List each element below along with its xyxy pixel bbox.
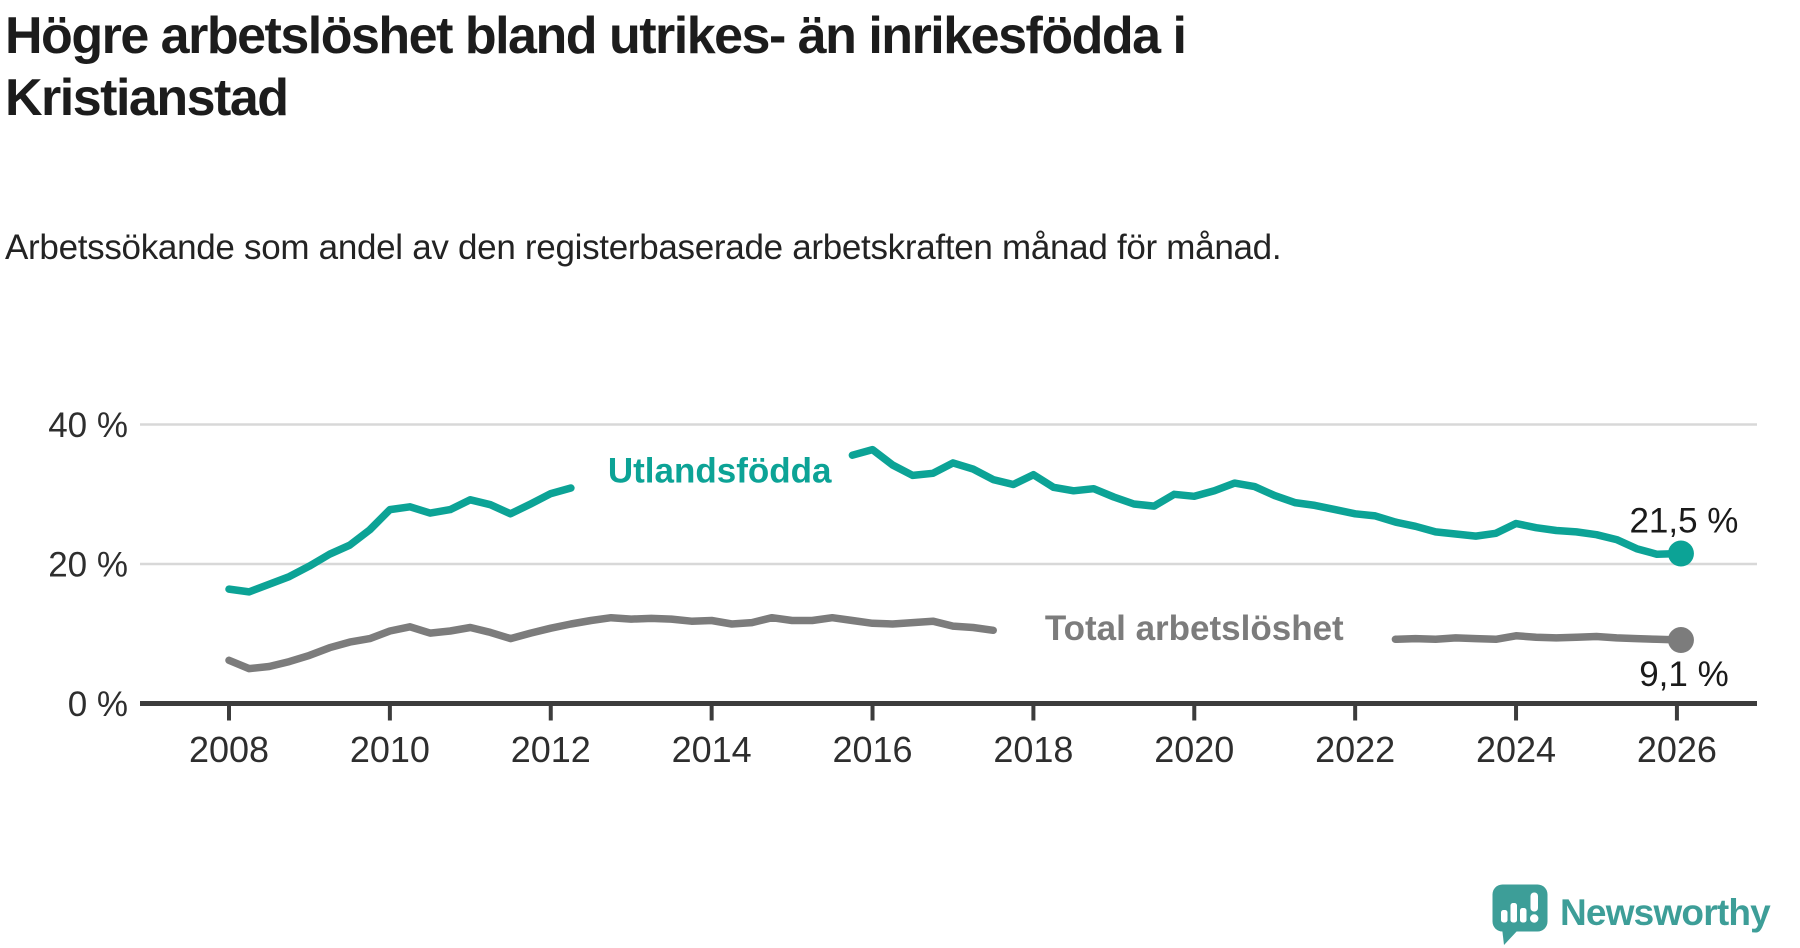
y-tick-label: 40 % [48,406,128,445]
series-0-line [848,445,1685,558]
x-tick-label: 2020 [1154,729,1234,770]
series-0-line [225,484,575,596]
x-tick-label: 2026 [1637,729,1717,770]
chart-title: Högre arbetslöshet bland utrikes- än inr… [5,7,1187,127]
series-1-line [225,613,997,673]
newsworthy-wordmark: Newsworthy [1560,891,1771,933]
x-tick-label: 2022 [1315,729,1395,770]
newsworthy-branding: Newsworthy [1492,884,1771,946]
series-1-end-label: 9,1 % [1639,655,1729,694]
x-tick-label: 2008 [189,729,269,770]
y-tick-label: 20 % [48,546,128,585]
x-tick-label: 2018 [993,729,1073,770]
series-0-end-label: 21,5 % [1629,502,1738,541]
x-tick-label: 2014 [672,729,752,770]
series-0-inline-label: Utlandsfödda [608,451,832,490]
y-tick-label: 0 % [68,685,128,724]
series-1-inline-label: Total arbetslöshet [1045,609,1344,648]
series-0-end-dot [1667,540,1694,567]
series-1-line [1391,632,1685,644]
x-tick-label: 2016 [832,729,912,770]
x-tick-label: 2010 [350,729,430,770]
newsworthy-logo-icon [1492,884,1548,945]
x-tick-label: 2012 [511,729,591,770]
chart-subtitle: Arbetssökande som andel av den registerb… [5,228,1282,267]
series-1-end-dot [1667,627,1694,654]
x-tick-label: 2024 [1476,729,1556,770]
